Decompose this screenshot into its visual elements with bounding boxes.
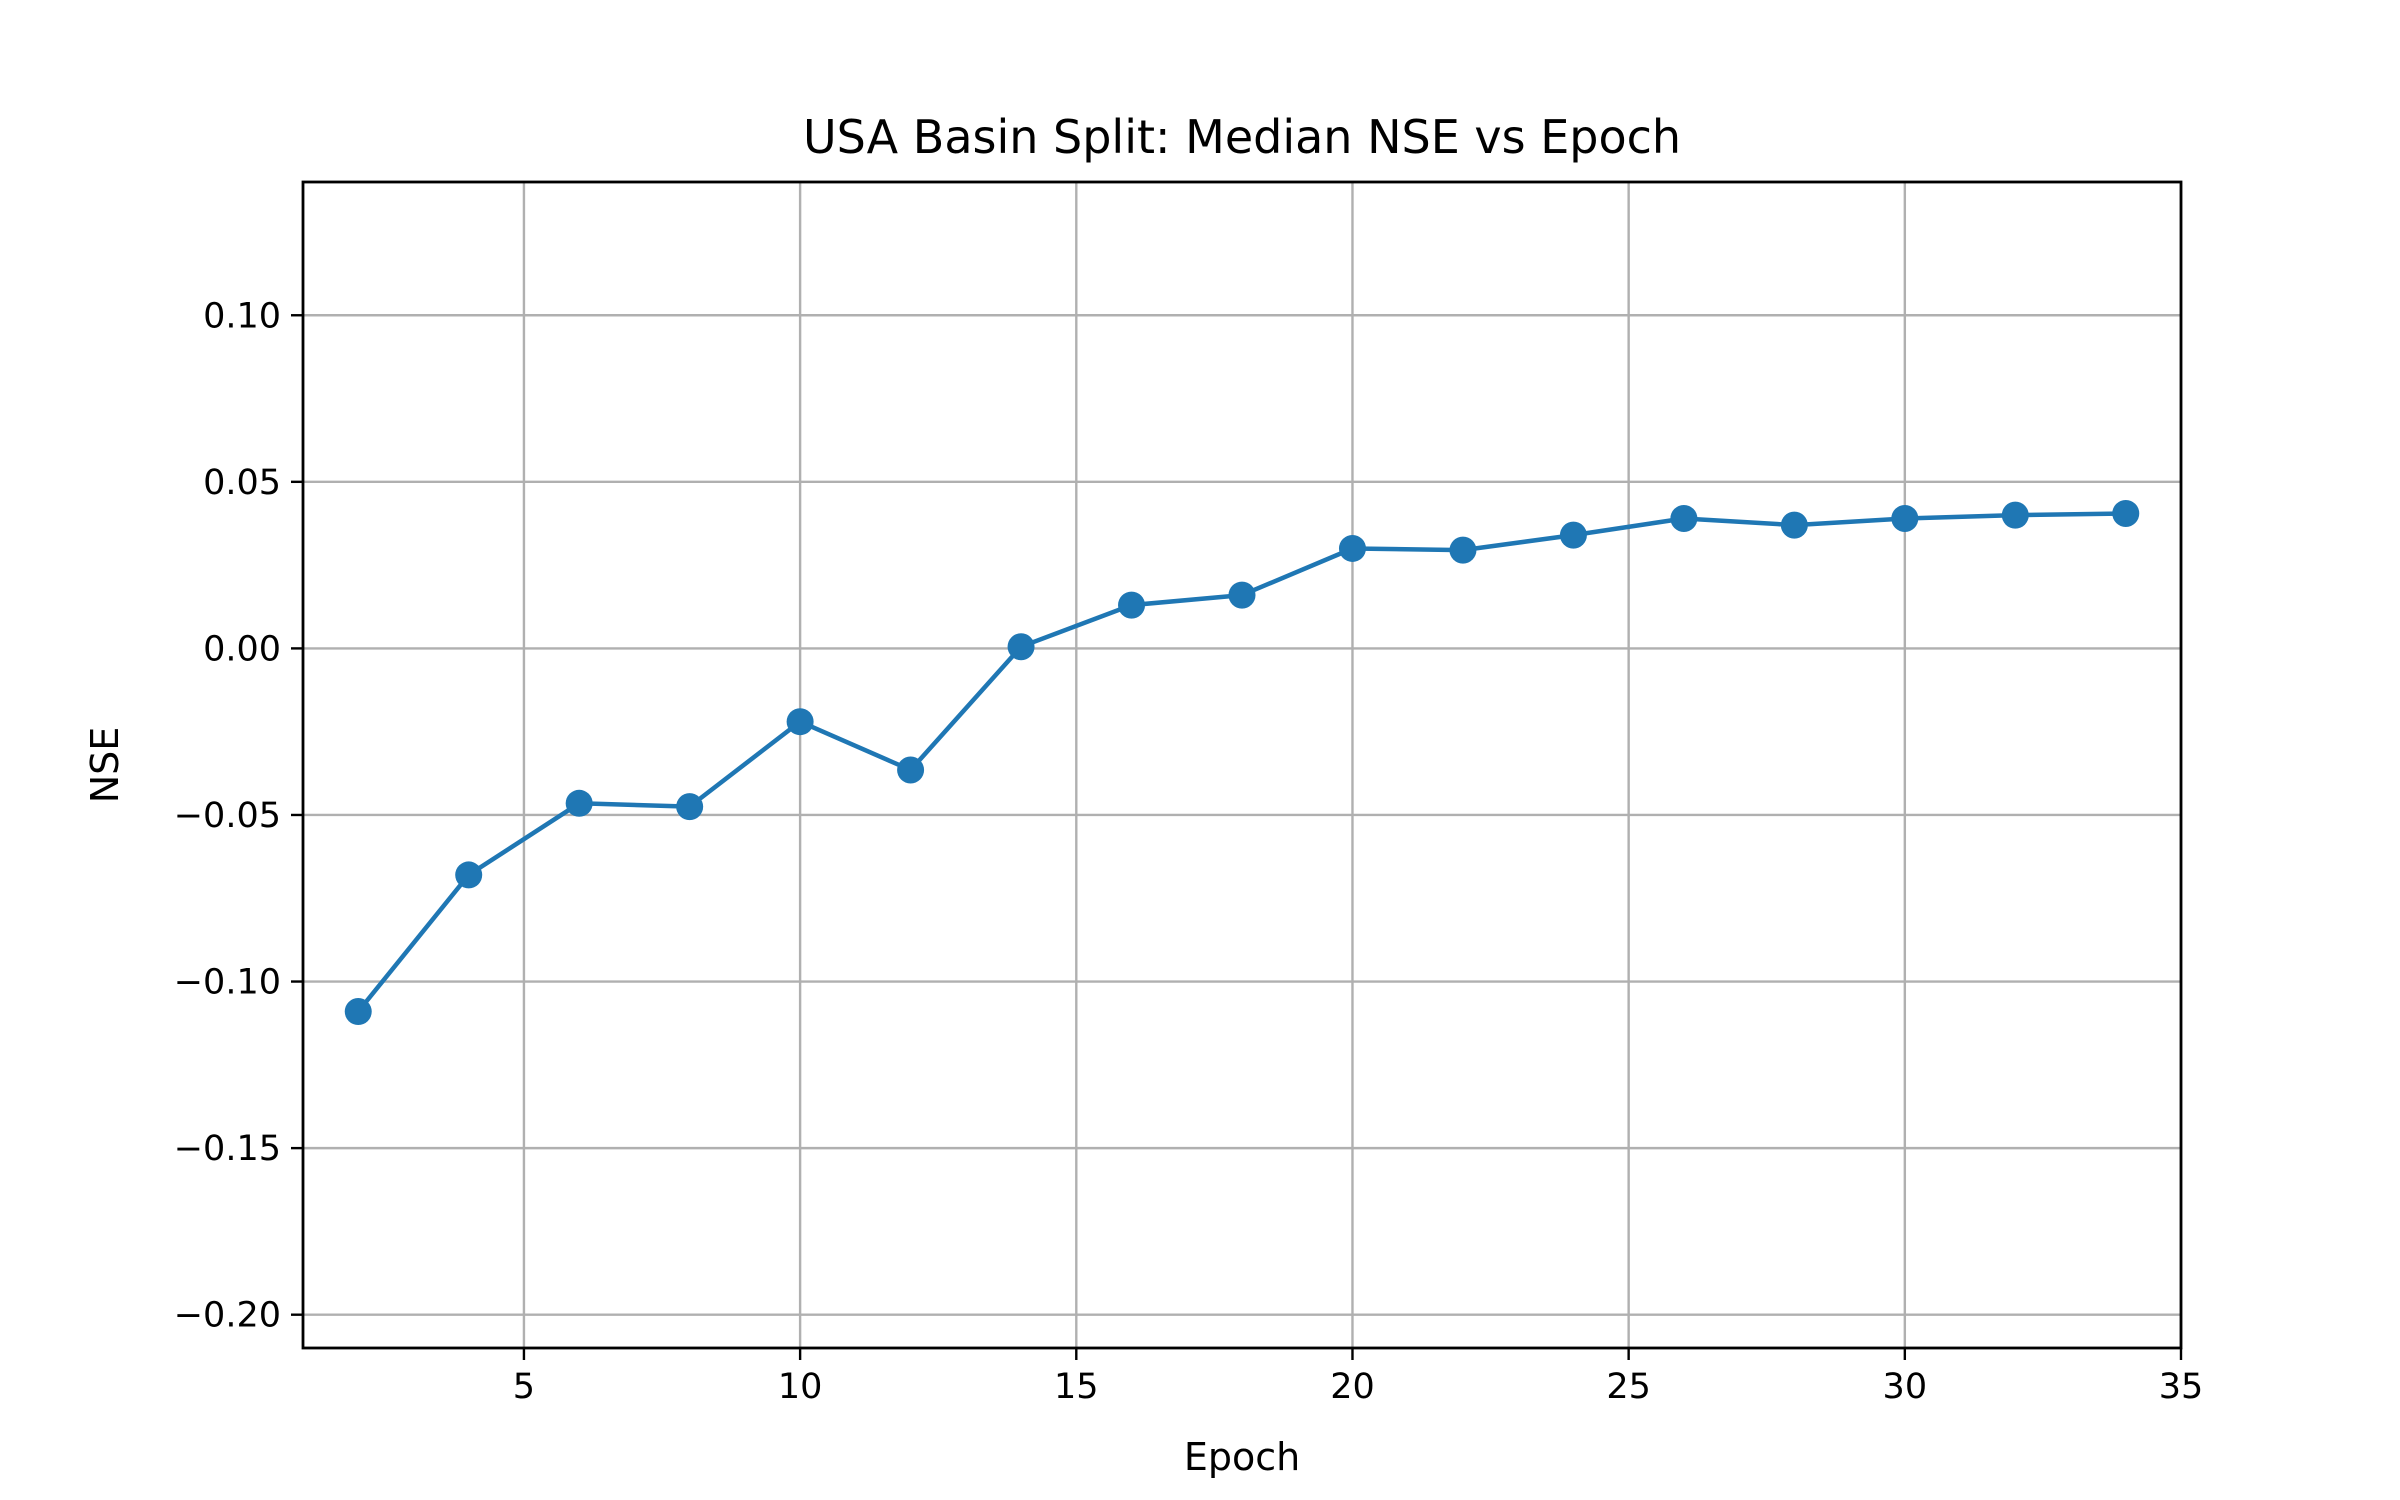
data-point — [1559, 521, 1587, 549]
y-tick-label: −0.20 — [174, 1296, 281, 1336]
x-tick-label: 20 — [1330, 1367, 1375, 1407]
data-point — [344, 998, 372, 1026]
data-point — [565, 789, 593, 817]
x-tick-label: 35 — [2159, 1367, 2204, 1407]
data-point — [455, 861, 483, 889]
chart-title: USA Basin Split: Median NSE vs Epoch — [803, 110, 1681, 164]
x-axis-label: Epoch — [1184, 1435, 1300, 1479]
y-tick-label: −0.05 — [174, 796, 281, 836]
y-tick-label: −0.10 — [174, 963, 281, 1003]
data-point — [1891, 504, 1919, 532]
data-point — [1228, 581, 1256, 609]
data-point — [1007, 633, 1035, 661]
data-point — [1780, 511, 1808, 539]
data-point — [1118, 591, 1146, 619]
data-point — [1449, 536, 1477, 564]
y-tick-label: 0.05 — [203, 463, 281, 503]
data-point — [1338, 534, 1366, 562]
x-tick-label: 5 — [513, 1367, 535, 1407]
data-point — [786, 708, 814, 736]
y-tick-label: 0.00 — [203, 629, 281, 669]
axis-ticks: 5 10 15 20 25 30 35 −0.20 −0.15 −0.10 −0.05 0.00 0.0… — [174, 296, 2204, 1407]
data-point — [897, 756, 925, 784]
x-tick-label: 15 — [1054, 1367, 1099, 1407]
plot-frame — [301, 180, 2183, 1350]
data-point — [676, 793, 704, 821]
series-line-layer — [344, 499, 2140, 1026]
x-tick-label: 30 — [1883, 1367, 1928, 1407]
y-tick-label: 0.10 — [203, 296, 281, 336]
data-point — [1670, 504, 1698, 532]
grid-lines — [303, 182, 2183, 1348]
x-tick-label: 25 — [1606, 1367, 1651, 1407]
data-point — [2112, 499, 2140, 527]
x-tick-label: 10 — [778, 1367, 823, 1407]
y-tick-label: −0.15 — [174, 1129, 281, 1169]
y-axis-label: NSE — [83, 727, 127, 804]
data-point — [2001, 501, 2029, 529]
